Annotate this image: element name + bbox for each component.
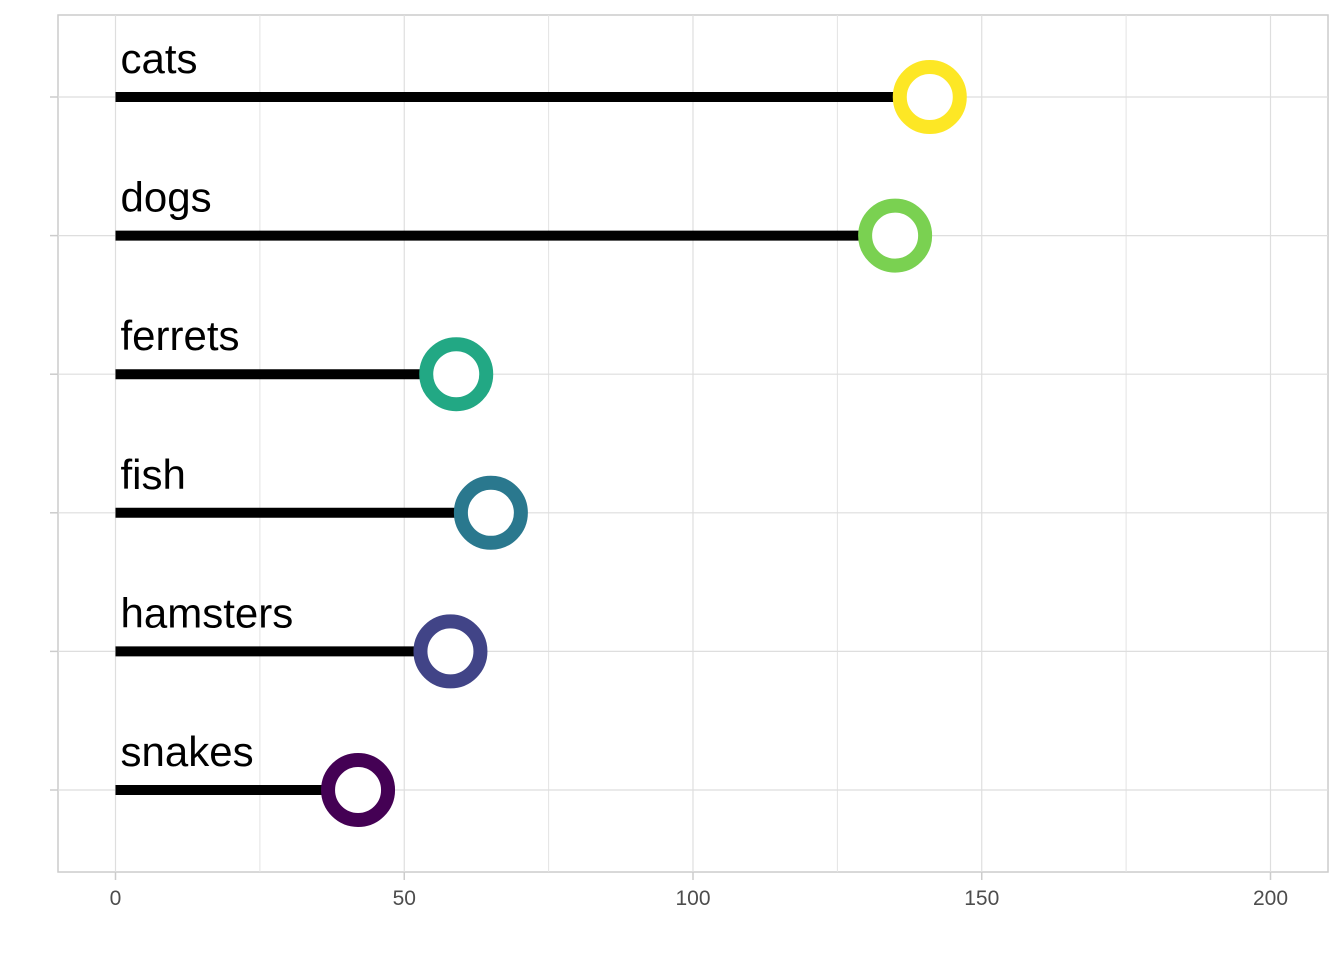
x-tick-label: 0: [110, 887, 122, 910]
x-axis: 0 50 100 150 200: [110, 872, 1288, 910]
point-dogs: [858, 198, 933, 273]
point-hamsters: [413, 614, 488, 689]
category-label-hamsters: hamsters: [121, 589, 294, 636]
category-label-snakes: snakes: [121, 728, 254, 775]
point-cats: [892, 60, 967, 134]
lollipop-points: [321, 60, 967, 827]
x-tick-label: 50: [393, 887, 416, 910]
x-tick-label: 100: [675, 887, 710, 910]
category-label-fish: fish: [121, 451, 186, 498]
x-tick-label: 200: [1253, 887, 1288, 910]
point-snakes: [321, 753, 396, 827]
lollipop-stems: [115, 92, 930, 795]
category-label-ferrets: ferrets: [121, 312, 240, 359]
minor-gridlines: [259, 15, 1127, 872]
category-label-dogs: dogs: [121, 174, 212, 221]
point-ferrets: [419, 337, 494, 412]
y-axis-ticks: [50, 96, 58, 791]
category-labels: cats dogs ferrets fish hamsters snakes: [121, 35, 294, 775]
point-fish: [453, 475, 528, 550]
category-label-cats: cats: [121, 35, 198, 82]
x-tick-label: 150: [964, 887, 999, 910]
